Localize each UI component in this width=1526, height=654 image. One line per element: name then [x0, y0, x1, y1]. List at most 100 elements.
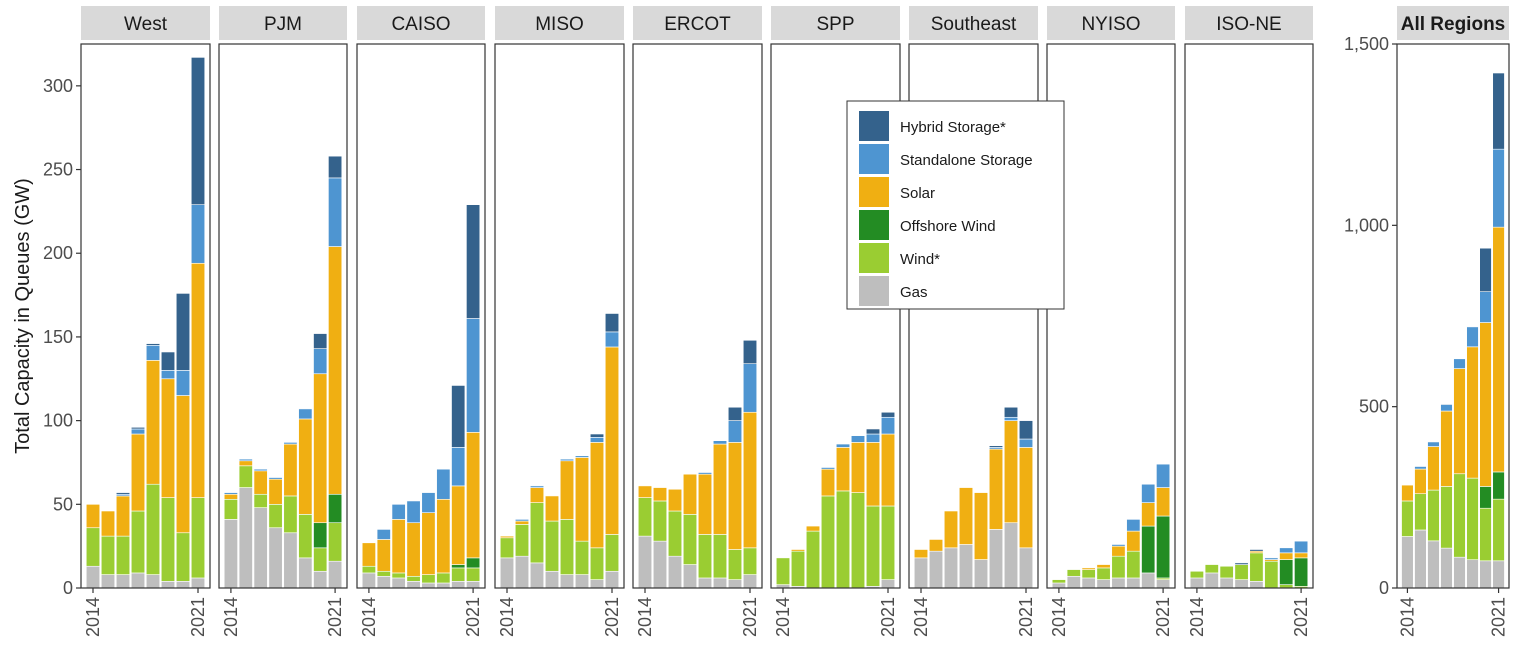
bar-2020	[1479, 247, 1492, 589]
bar-2018	[1111, 544, 1126, 589]
bar-segment-solar	[1453, 368, 1466, 475]
bar-2017	[1234, 562, 1249, 589]
bar-segment-standalone-storage	[190, 204, 206, 264]
bar-2021	[1156, 463, 1171, 589]
bar-2021	[880, 411, 896, 589]
panel-background	[1185, 44, 1313, 588]
bar-segment-standalone-storage	[223, 492, 238, 495]
bar-segment-standalone-storage	[1453, 358, 1466, 369]
panel-border	[80, 43, 211, 589]
bar-segment-solar	[1096, 564, 1111, 569]
x-tick-label: 2021	[188, 597, 208, 637]
bar-segment-hybrid-storage	[880, 411, 896, 418]
bar-segment-hybrid-storage	[466, 204, 481, 319]
panel-background	[81, 44, 210, 588]
x-tick-label: 2021	[602, 597, 622, 637]
bar-segment-wind	[328, 522, 343, 562]
bar-2018	[559, 458, 575, 589]
bar-segment-standalone-storage	[1427, 441, 1440, 447]
bar-segment-gas	[436, 582, 451, 589]
bar-segment-gas	[574, 574, 590, 589]
bar-segment-gas	[652, 540, 668, 589]
panel-background	[633, 44, 762, 588]
bar-segment-solar	[1427, 446, 1440, 491]
panel-border	[218, 43, 348, 589]
x-tick-label: 2014	[359, 597, 379, 637]
panel-iso-ne: ISO-NE 2014 2021	[1184, 6, 1314, 637]
bar-segment-gas	[313, 570, 328, 589]
bar-segment-wind	[682, 514, 698, 565]
bar-segment-solar	[376, 539, 391, 572]
bar-segment-solar	[574, 457, 590, 542]
bar-2016	[115, 492, 131, 589]
panel-title: ERCOT	[664, 14, 731, 35]
bar-segment-solar	[880, 433, 896, 507]
bar-segment-wind	[1234, 564, 1249, 580]
bar-segment-standalone-storage	[559, 458, 575, 462]
bar-segment-wind	[1111, 555, 1126, 579]
bar-segment-offshore-wind	[466, 557, 481, 569]
bar-segment-solar	[943, 510, 959, 549]
bar-segment-gas	[529, 562, 545, 589]
bar-segment-standalone-storage	[253, 468, 268, 472]
bar-segment-solar	[268, 478, 283, 505]
panel-border	[1184, 43, 1314, 589]
bar-segment-solar	[544, 495, 560, 522]
bar-segment-standalone-storage	[406, 500, 421, 524]
bar-segment-wind	[253, 493, 268, 508]
bar-segment-standalone-storage	[880, 416, 896, 435]
bar-segment-solar	[190, 262, 206, 498]
panel-border	[632, 43, 763, 589]
bar-2017	[268, 477, 283, 589]
legend-swatch-gas	[859, 276, 889, 306]
bar-segment-gas	[1066, 575, 1081, 589]
bar-segment-gas	[514, 555, 530, 589]
bar-segment-solar	[790, 549, 806, 552]
panel-strip	[1185, 6, 1313, 40]
bar-segment-standalone-storage	[1141, 483, 1156, 503]
panel-strip	[909, 6, 1038, 40]
bar-segment-hybrid-storage	[604, 313, 620, 333]
bar-segment-gas	[973, 559, 989, 589]
bar-segment-standalone-storage	[1294, 540, 1309, 554]
panel-title: West	[124, 14, 168, 35]
bar-segment-hybrid-storage	[865, 428, 881, 435]
bar-segment-standalone-storage	[1414, 466, 1427, 470]
bar-segment-wind	[652, 500, 668, 542]
bar-segment-standalone-storage	[376, 529, 391, 540]
bar-segment-gas	[160, 581, 176, 589]
bar-segment-wind	[544, 520, 560, 572]
y-tick-label: 0	[63, 578, 73, 598]
x-tick-label: 2021	[463, 597, 483, 637]
bar-2017	[958, 487, 974, 589]
bar-segment-solar	[100, 510, 116, 537]
panel-strip	[1047, 6, 1175, 40]
bar-segment-offshore-wind	[1479, 486, 1492, 509]
bar-segment-wind	[100, 535, 116, 575]
bar-segment-solar	[559, 460, 575, 520]
bar-segment-gas	[466, 581, 481, 589]
bar-segment-standalone-storage	[391, 504, 406, 520]
bar-segment-hybrid-storage	[115, 492, 131, 495]
bar-segment-solar	[850, 442, 866, 493]
bar-segment-standalone-storage	[466, 318, 481, 433]
bar-segment-standalone-storage	[421, 492, 436, 513]
bar-segment-solar	[1156, 487, 1171, 517]
legend-label: Offshore Wind	[900, 218, 996, 235]
bar-segment-wind	[514, 524, 530, 557]
bar-segment-solar	[361, 542, 376, 567]
bar-2020	[1141, 483, 1156, 589]
bar-segment-solar	[727, 442, 743, 550]
bar-segment-solar	[1081, 567, 1096, 570]
bar-2018	[1453, 358, 1466, 589]
bar-segment-gas	[406, 581, 421, 589]
panel-west: West 2014 2021	[80, 6, 211, 637]
bar-segment-solar	[1492, 226, 1505, 473]
bar-segment-gas	[1081, 577, 1096, 589]
legend-swatch-standalone-storage	[859, 144, 889, 174]
bar-segment-wind	[589, 547, 605, 580]
bar-segment-standalone-storage	[604, 331, 620, 348]
panel-background	[495, 44, 624, 588]
bar-segment-hybrid-storage	[988, 445, 1004, 448]
bar-2014	[1189, 570, 1204, 589]
